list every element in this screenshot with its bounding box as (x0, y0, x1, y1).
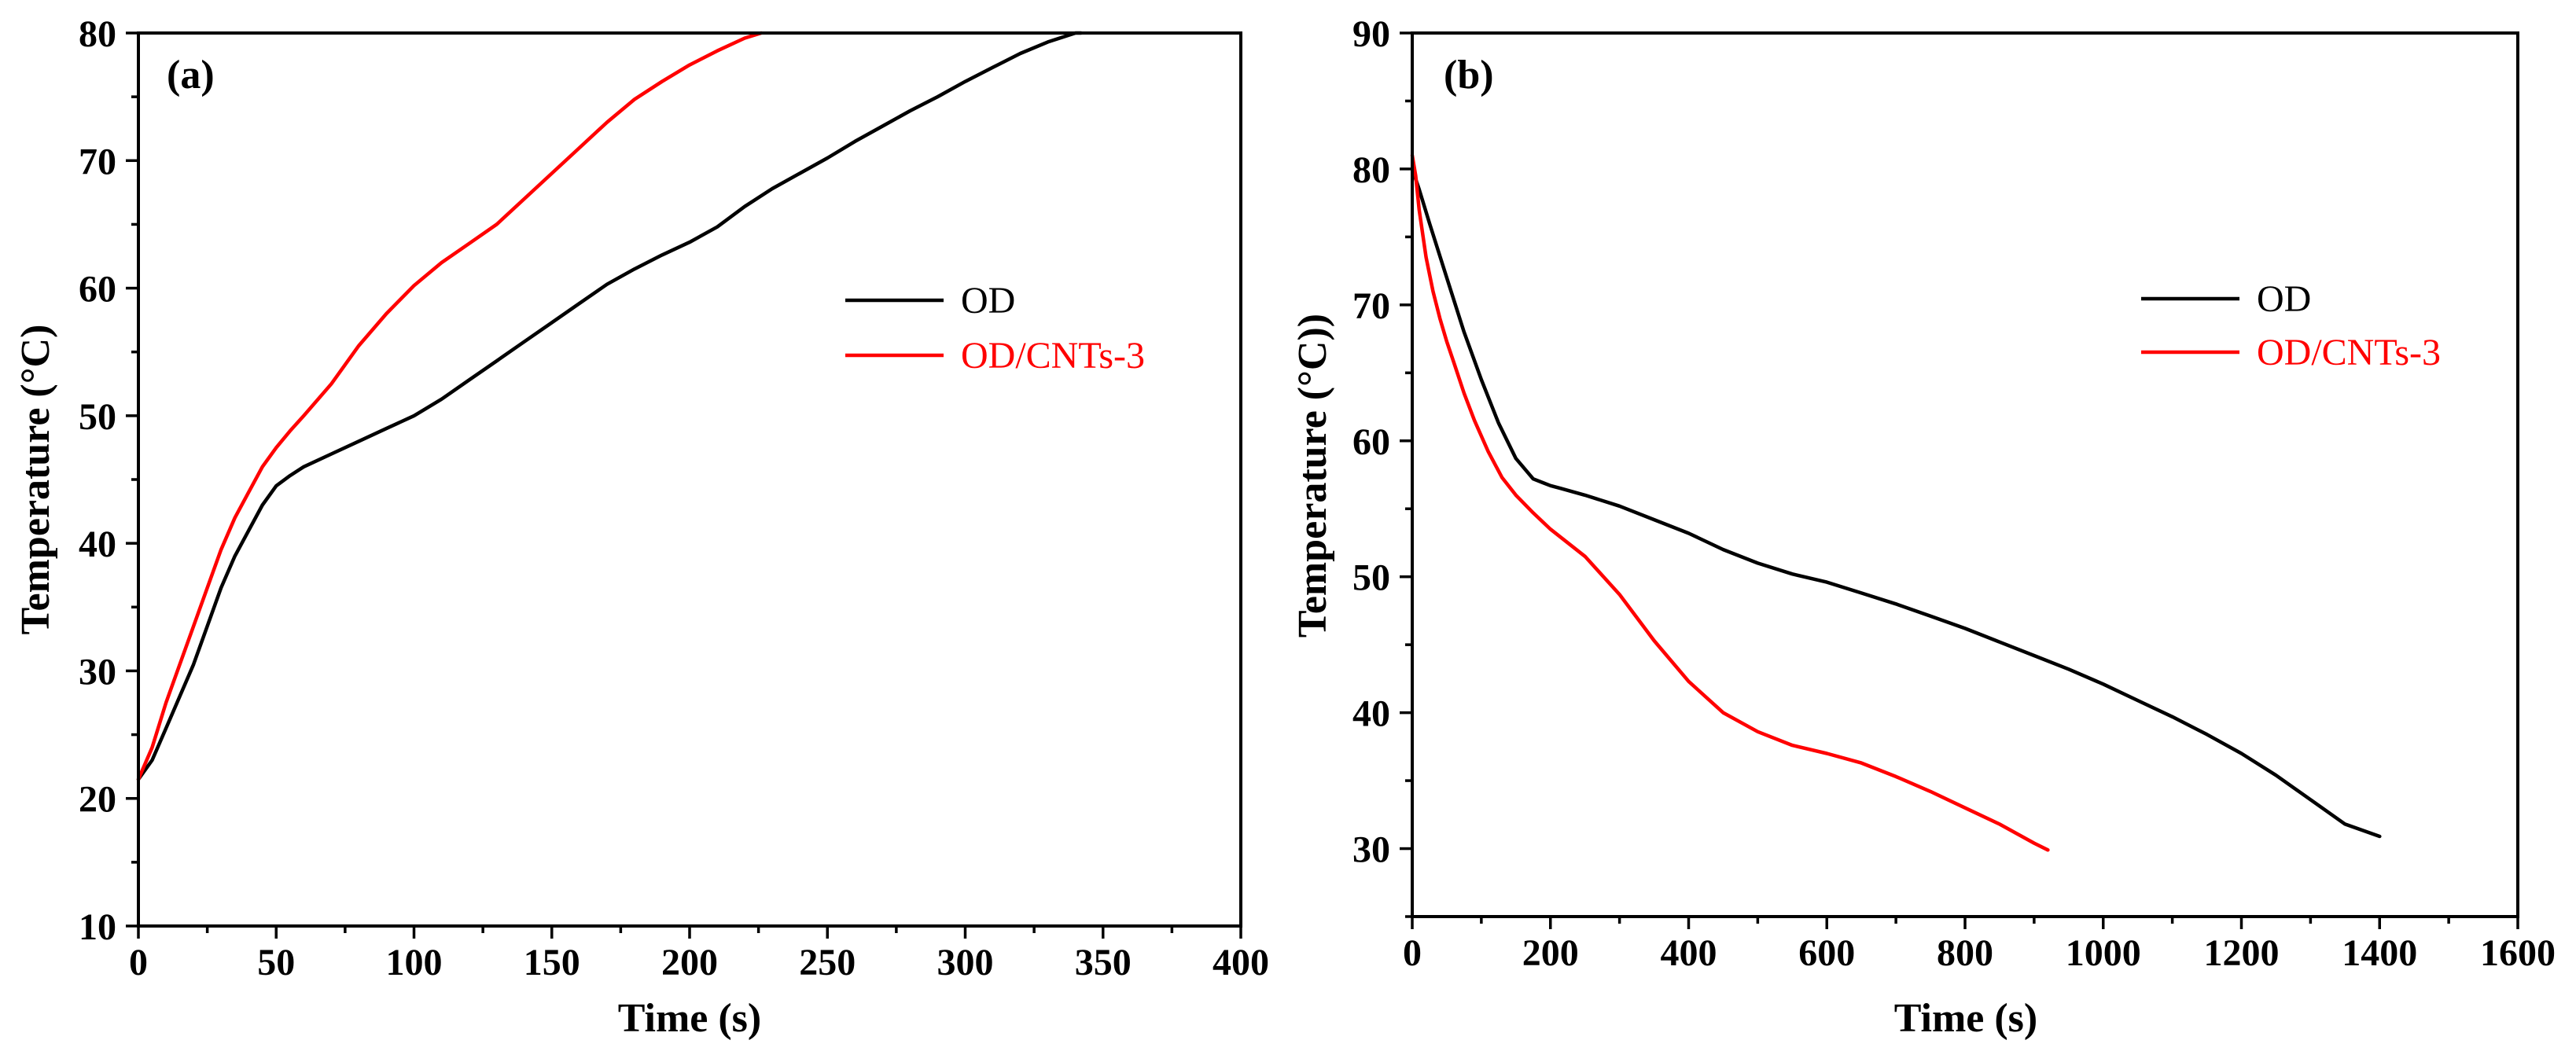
panel-b-x-tick-label: 1400 (2342, 932, 2417, 974)
panel-a-y-axis-title: Temperature (°C) (13, 325, 58, 635)
panel-a-y-tick-label: 70 (79, 141, 116, 182)
panel-a-x-tick-label: 350 (1075, 942, 1132, 983)
panel-b-plot-frame (1411, 31, 2519, 918)
panel-a-y-tick-label: 80 (79, 13, 116, 55)
panel-b-y-tick-labels: 30 40 50 60 70 80 90 (1352, 13, 1390, 871)
panel-b-legend-label-od: OD (2257, 278, 2311, 320)
panel-a-label: (a) (167, 53, 215, 97)
panel-b-series-od-cnts-3 (1410, 153, 2050, 852)
panel-b-y-tick-label: 90 (1352, 13, 1390, 55)
panel-b-y-tick-label: 70 (1352, 285, 1390, 327)
panel-b-y-tick-label: 30 (1352, 829, 1390, 871)
panel-b-series-lines (1410, 153, 2382, 852)
panel-b-x-tick-label: 400 (1661, 932, 1717, 974)
panel-a-legend: OD OD/CNTs-3 (845, 280, 1145, 377)
panel-a-x-tick-label: 400 (1213, 942, 1269, 983)
panel-b-x-tick-label: 1200 (2204, 932, 2280, 974)
panel-a-y-tick-label: 10 (79, 906, 116, 948)
panel-a-legend-label-od-cnts-3: OD/CNTs-3 (961, 335, 1145, 377)
panel-a-y-tick-label: 60 (79, 269, 116, 311)
panel-b-x-axis-title: Time (s) (1894, 996, 2037, 1041)
panel-b-legend: OD OD/CNTs-3 (2141, 278, 2441, 373)
panel-b-y-tick-label: 50 (1352, 557, 1390, 599)
panel-a-x-axis-title: Time (s) (618, 996, 761, 1041)
panel-a-x-tick-label: 50 (257, 942, 295, 983)
panel-b-legend-label-od-cnts-3: OD/CNTs-3 (2257, 332, 2441, 373)
panel-b-y-tick-label: 80 (1352, 149, 1390, 191)
panel-b-x-tick-label: 800 (1937, 932, 1993, 974)
panel-a-y-tick-label: 40 (79, 524, 116, 565)
panel-a-x-tick-label: 150 (524, 942, 580, 983)
panel-b-x-tick-label: 0 (1403, 932, 1422, 974)
panel-a-y-tick-label: 20 (79, 779, 116, 821)
panel-b-label: (b) (1444, 53, 1494, 97)
panel-a-x-tick-label: 300 (937, 942, 994, 983)
panel-b-series-od (1410, 167, 2382, 839)
panel-b-x-tick-label: 600 (1798, 932, 1855, 974)
panel-a-y-tick-labels: 10 20 30 40 50 60 70 80 (79, 13, 116, 948)
panel-a-x-tick-label: 0 (129, 942, 148, 983)
panel-b-x-tick-labels: 0 200 400 600 800 1000 1200 1400 1600 (1403, 932, 2556, 974)
panel-a-x-tick-label: 100 (386, 942, 443, 983)
panel-b-ticks (1400, 31, 2519, 929)
panel-b-y-tick-label: 60 (1352, 421, 1390, 463)
panel-a-x-tick-label: 250 (799, 942, 856, 983)
panel-b-y-axis-title: Temperature (°C)) (1290, 314, 1335, 638)
panel-b-y-tick-label: 40 (1352, 693, 1390, 735)
panel-a-chart: 0 50 100 150 200 250 300 350 400 10 20 30 40 50 60 70 8… (13, 13, 1269, 1041)
panel-a-y-tick-label: 50 (79, 396, 116, 438)
panel-a-series-od-cnts-3 (136, 31, 764, 781)
panel-b-x-tick-label: 1600 (2480, 932, 2556, 974)
panel-a-legend-label-od: OD (961, 280, 1015, 322)
panel-a-series-lines (136, 31, 1083, 781)
panel-b-x-tick-label: 200 (1522, 932, 1579, 974)
panel-b-x-tick-label: 1000 (2066, 932, 2141, 974)
panel-a-x-tick-labels: 0 50 100 150 200 250 300 350 400 (129, 942, 1269, 983)
panel-a-series-od (136, 31, 1083, 781)
panel-a-x-tick-label: 200 (661, 942, 718, 983)
panel-a-plot-frame (137, 31, 1242, 928)
panel-a-y-tick-label: 30 (79, 651, 116, 693)
panel-b-chart: 0 200 400 600 800 1000 1200 1400 1600 30 40 50 60 70… (1290, 13, 2556, 1041)
